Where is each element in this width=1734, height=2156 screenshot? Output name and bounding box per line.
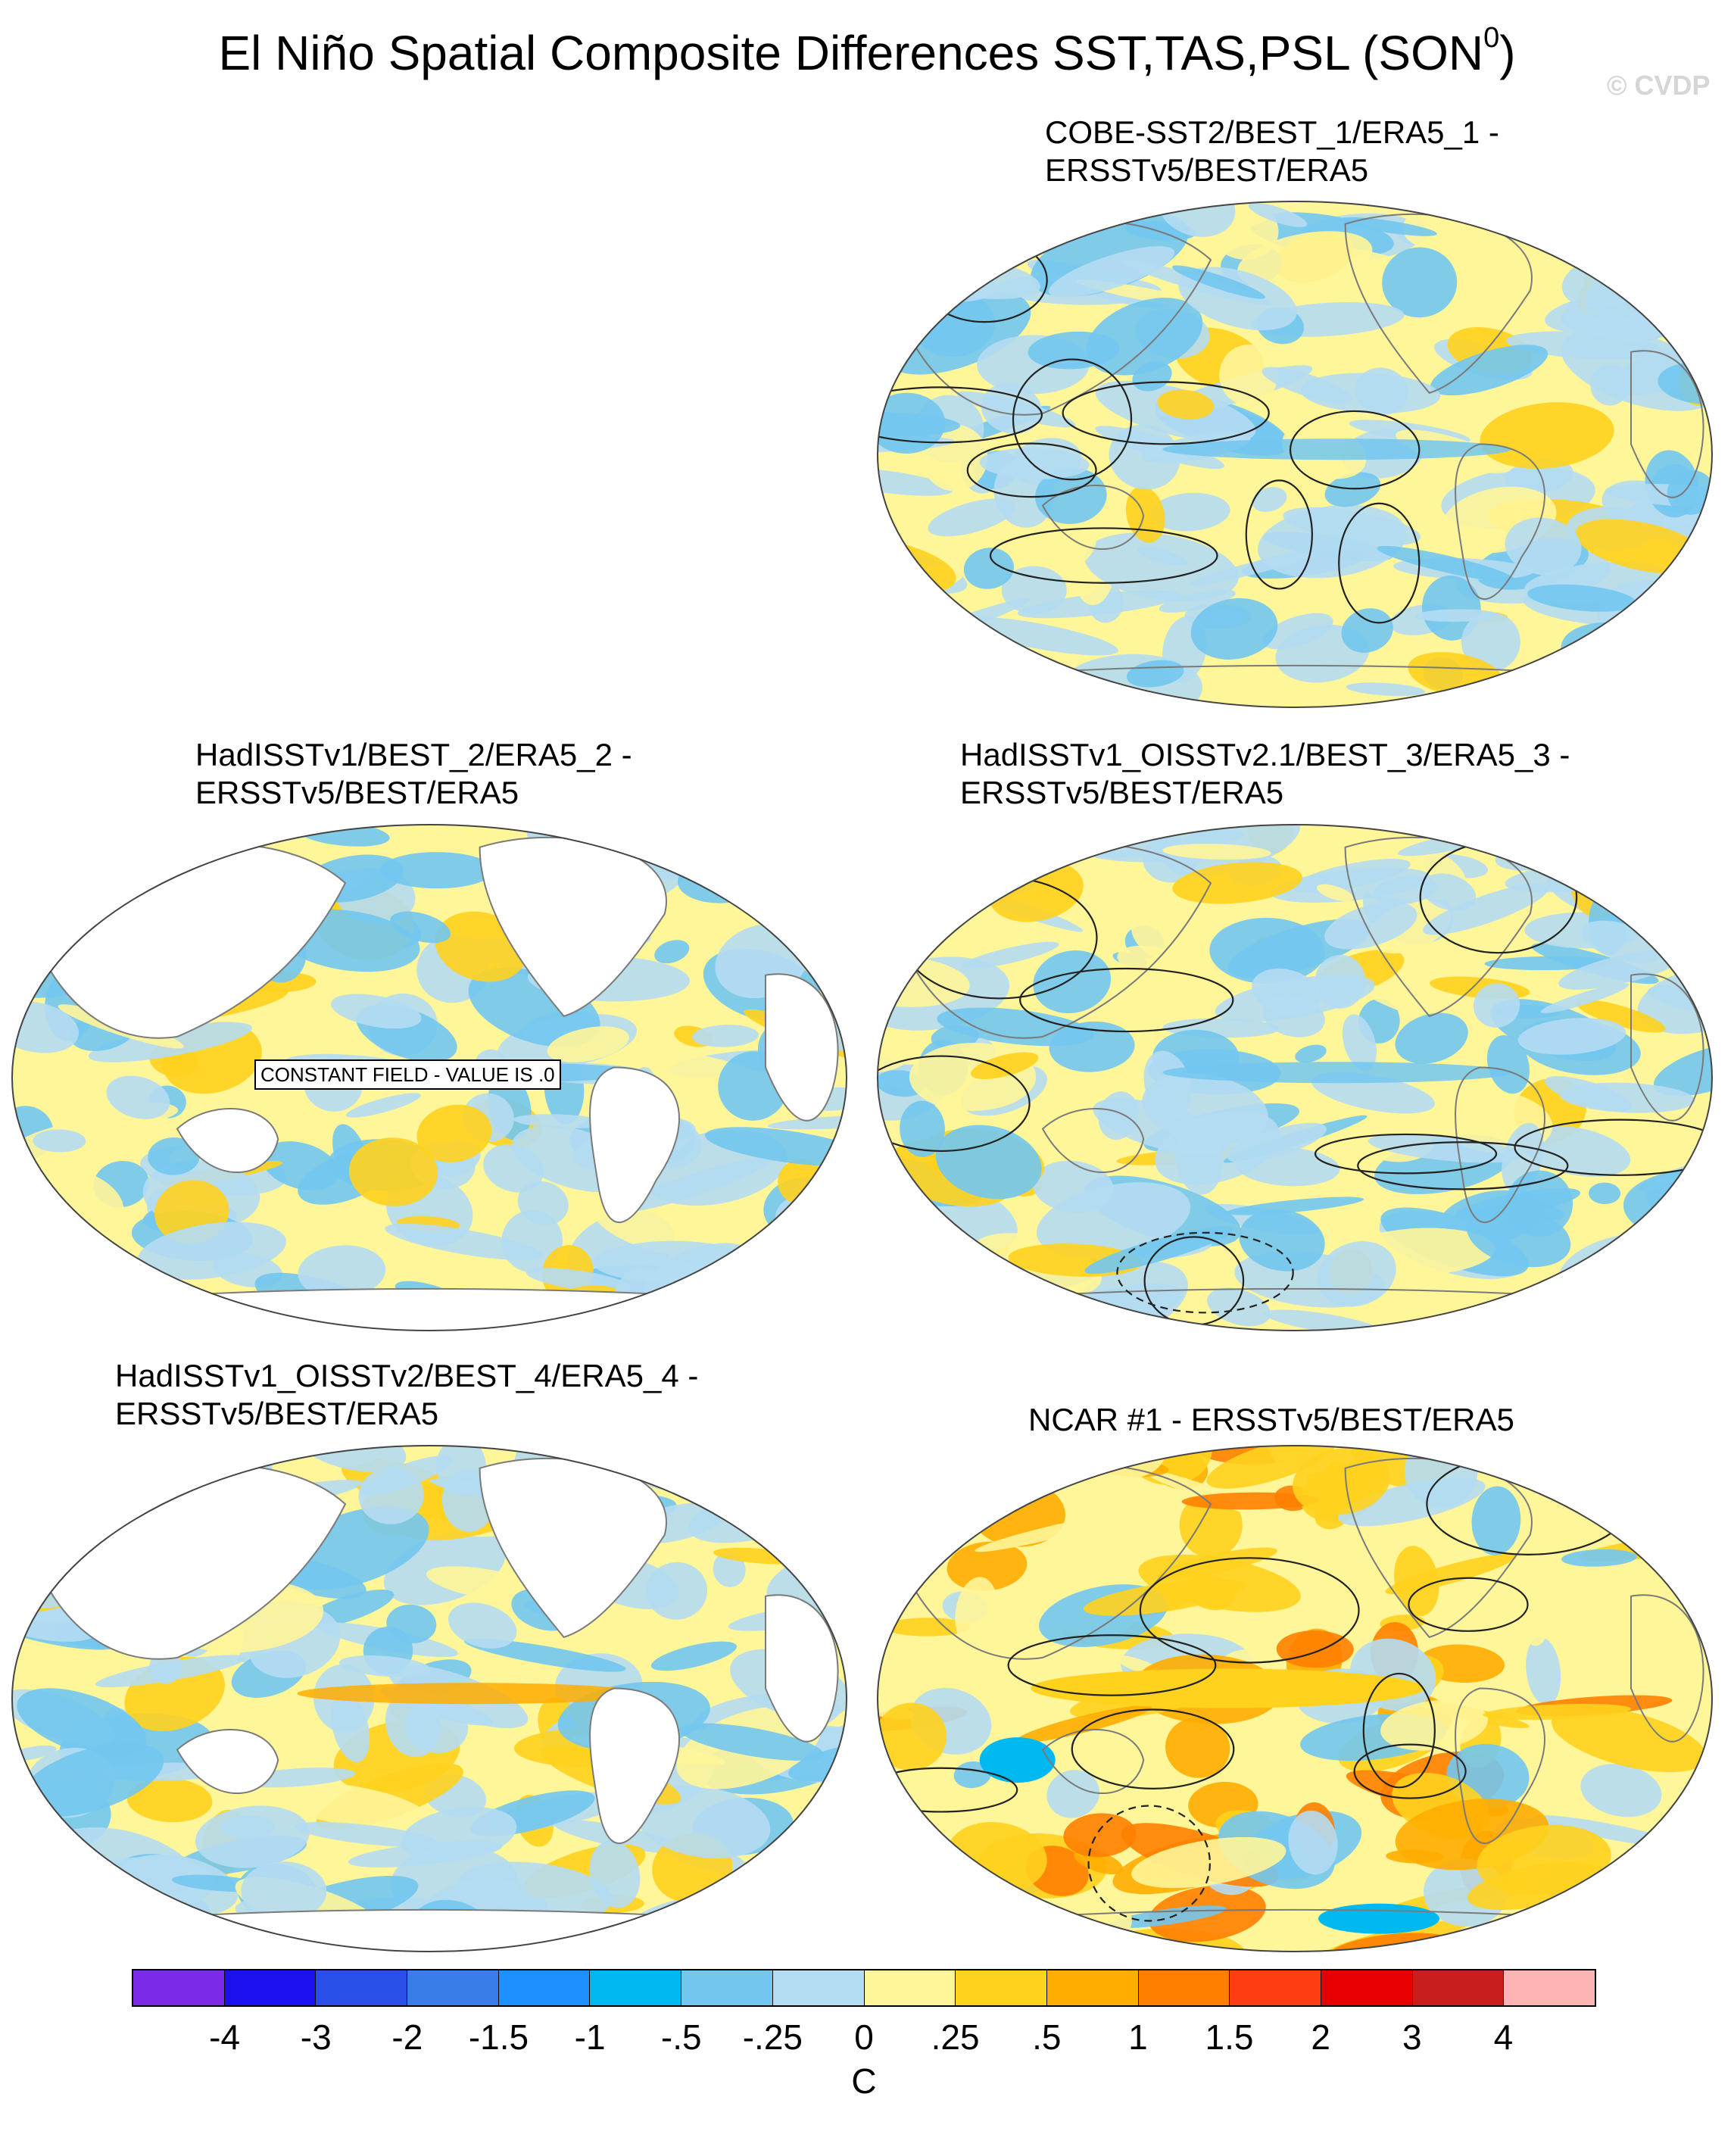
- colorbar-swatch: [864, 1970, 956, 2005]
- colorbar-tick-label: 2: [1311, 2017, 1330, 2057]
- panel-title-line1: NCAR #1 - ERSSTv5/BEST/ERA5: [1028, 1402, 1514, 1437]
- panel-title-oisst2: HadISSTv1_OISSTv2/BEST_4/ERA5_4 - ERSSTv…: [115, 1357, 698, 1433]
- map-oisst2: [11, 1445, 847, 1952]
- panel-title-line2: ERSSTv5/BEST/ERA5: [195, 775, 519, 810]
- colorbar-swatch: [498, 1970, 591, 2005]
- colorbar-tick-label: -3: [300, 2017, 332, 2057]
- colorbar-swatch: [956, 1970, 1047, 2005]
- panel-title-line1: HadISSTv1_OISSTv2/BEST_4/ERA5_4 -: [115, 1358, 699, 1393]
- panel-title-line2: ERSSTv5/BEST/ERA5: [115, 1396, 439, 1431]
- colorbar-swatch: [681, 1970, 773, 2005]
- colorbar: [132, 1969, 1596, 2007]
- colorbar-swatch: [1504, 1970, 1595, 2005]
- colorbar-swatch: [1138, 1970, 1230, 2005]
- colorbar-tick-label: -.5: [660, 2017, 702, 2057]
- colorbar-tick-label: -1: [574, 2017, 606, 2057]
- colorbar-tick-label: 4: [1493, 2017, 1514, 2057]
- panel-title-hadisst: HadISSTv1/BEST_2/ERA5_2 - ERSSTv5/BEST/E…: [195, 736, 632, 812]
- colorbar-tick-label: .5: [1032, 2017, 1062, 2057]
- panel-title-line1: HadISSTv1_OISSTv2.1/BEST_3/ERA5_3 -: [960, 737, 1570, 772]
- colorbar-tick-label: -.25: [742, 2017, 803, 2057]
- colorbar-tick-label: 1: [1128, 2017, 1148, 2057]
- colorbar-swatch: [772, 1970, 865, 2005]
- panel-title-line1: COBE-SST2/BEST_1/ERA5_1 -: [1045, 114, 1499, 150]
- colorbar-tick-label: -2: [391, 2017, 423, 2057]
- colorbar-tick-label: -1.5: [468, 2017, 529, 2057]
- colorbar-swatch: [224, 1970, 317, 2005]
- colorbar-swatch: [1046, 1970, 1139, 2005]
- cvdp-watermark: © CVDP: [1607, 70, 1711, 101]
- colorbar-tick-label: -4: [209, 2017, 241, 2057]
- colorbar-unit: C: [851, 2061, 877, 2101]
- colorbar-tick-label: .25: [931, 2017, 980, 2057]
- figure-title-superscript: 0: [1483, 21, 1500, 54]
- colorbar-tick-label: 3: [1402, 2017, 1422, 2057]
- map-oisst21: [877, 824, 1713, 1331]
- constant-field-label: CONSTANT FIELD - VALUE IS .0: [254, 1059, 561, 1090]
- colorbar-swatch: [1412, 1970, 1505, 2005]
- figure-title: El Niño Spatial Composite Differences SS…: [0, 23, 1734, 83]
- colorbar-tick-label: 1.5: [1205, 2017, 1254, 2057]
- panel-title-ncar: NCAR #1 - ERSSTv5/BEST/ERA5: [1028, 1401, 1514, 1439]
- colorbar-swatch: [590, 1970, 682, 2005]
- colorbar-swatch: [1321, 1970, 1413, 2005]
- colorbar-swatch: [316, 1970, 408, 2005]
- panel-title-line2: ERSSTv5/BEST/ERA5: [960, 775, 1284, 810]
- colorbar-swatch: [407, 1970, 499, 2005]
- panel-title-line2: ERSSTv5/BEST/ERA5: [1045, 152, 1369, 188]
- colorbar-tick-label: 0: [854, 2017, 874, 2057]
- colorbar-swatch: [1230, 1970, 1321, 2005]
- figure-title-close: ): [1499, 26, 1516, 80]
- panel-title-line1: HadISSTv1/BEST_2/ERA5_2 -: [195, 737, 632, 772]
- panel-title-oisst21: HadISSTv1_OISSTv2.1/BEST_3/ERA5_3 - ERSS…: [960, 736, 1570, 812]
- map-ncar: [877, 1445, 1713, 1952]
- figure-title-text: El Niño Spatial Composite Differences SS…: [218, 26, 1484, 80]
- map-hadisst: [11, 824, 847, 1331]
- panel-title-cobe: COBE-SST2/BEST_1/ERA5_1 - ERSSTv5/BEST/E…: [1045, 114, 1499, 189]
- map-cobe: [877, 201, 1713, 708]
- colorbar-swatch: [133, 1970, 225, 2005]
